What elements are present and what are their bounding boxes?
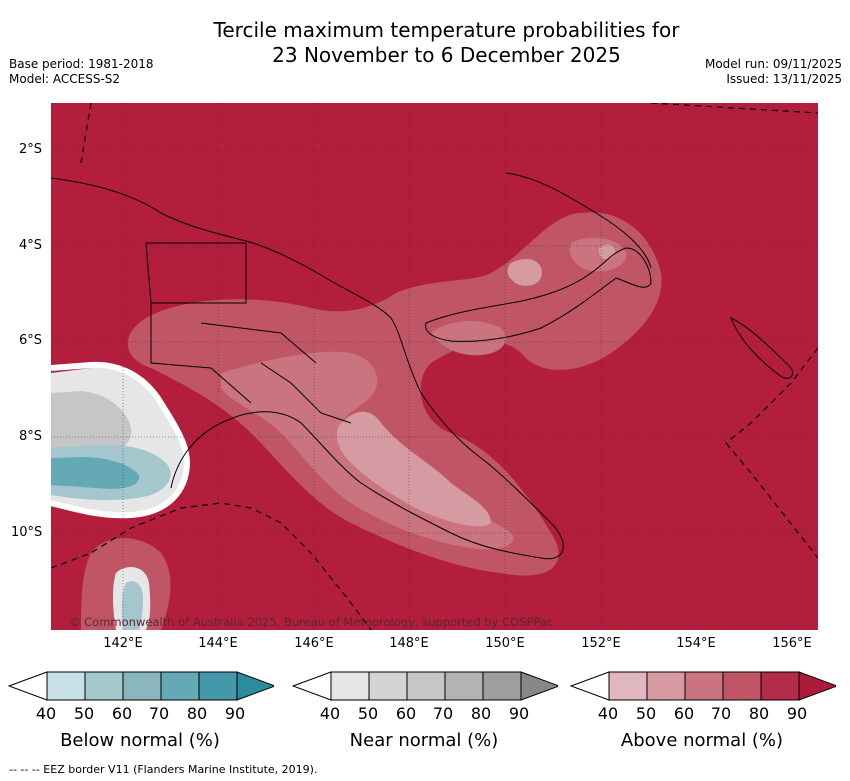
eez-east [725,347,818,559]
province-border-3 [260,362,352,424]
model-name: Model: ACCESS-S2 [9,72,121,86]
colorbar-segment-min [292,671,332,701]
meta-right: Model run: 09/11/2025 Issued: 13/11/2025 [705,57,842,87]
tick-label: 50 [357,704,379,723]
lat-label-4s: 4°S [19,238,43,253]
issued-date: Issued: 13/11/2025 [726,72,842,86]
tick-label: 80 [186,704,208,723]
colorbar-segment [444,671,484,701]
colorbar-segment [122,671,162,701]
colorbar-segment [160,671,200,701]
chart-title: Tercile maximum temperature probabilitie… [0,18,850,68]
tick-label: 40 [35,704,57,723]
lon-label-142e: 142°E [103,636,143,651]
colorbar-segment [760,671,800,701]
eez-borders [51,103,818,630]
lon-label-154e: 154°E [676,636,716,651]
colorbar-segment-min [8,671,48,701]
probability-map: © Commonwealth of Australia 2025, Bureau… [51,103,818,630]
colorbar-segment-max [520,671,558,701]
colorbar-segment-max [798,671,836,701]
colorbar-segment [608,671,648,701]
colorbar-segment [84,671,124,701]
colorbar-segment [482,671,522,701]
eez-footnote: -- -- -- EEZ border V11 (Flanders Marine… [9,763,318,776]
colorbar-segment [684,671,724,701]
above-60-band [127,212,662,576]
colorbar-segment [646,671,686,701]
meta-left: Base period: 1981-2018 Model: ACCESS-S2 [9,57,154,87]
above-50-band-north [431,237,627,356]
below-region-south [121,581,143,630]
province-border-1 [150,303,252,404]
lat-label-10s: 10°S [11,525,43,540]
model-run: Model run: 09/11/2025 [704,57,842,71]
tick-label: 70 [148,704,170,723]
colorbar-segment [330,671,370,701]
lon-label-150e: 150°E [485,636,525,651]
lat-label-2s: 2°S [19,142,43,157]
colorbar-segment-min [570,671,610,701]
colorbar-near-title: Near normal (%) [349,730,499,751]
colorbar-segment [198,671,238,701]
lon-label-152e: 152°E [581,636,621,651]
lon-label-156e: 156°E [772,636,812,651]
colorbar-below [8,671,274,701]
tick-label: 70 [710,704,732,723]
lat-label-8s: 8°S [19,429,43,444]
tick-label: 60 [395,704,417,723]
colorbar-below-title: Below normal (%) [60,730,220,751]
new-ireland-coast [505,172,652,269]
tick-label: 50 [73,704,95,723]
lon-label-146e: 146°E [294,636,334,651]
lon-label-144e: 144°E [198,636,238,651]
colorbar-segment-max [236,671,274,701]
tick-label: 90 [224,704,246,723]
province-border-2 [200,322,317,364]
colorbar-segment [46,671,86,701]
title-line-2: 23 November to 6 December 2025 [272,43,621,67]
tick-label: 80 [748,704,770,723]
colorbar-segment [406,671,446,701]
coastlines [51,172,794,560]
tick-label: 90 [786,704,808,723]
colorbar-segment [368,671,408,701]
title-line-1: Tercile maximum temperature probabilitie… [213,18,680,42]
new-guinea-coast [51,177,564,560]
colorbar-near [292,671,558,701]
tick-label: 50 [635,704,657,723]
colorbar-above-title: Above normal (%) [620,730,784,751]
eez-north [80,103,818,164]
lat-label-6s: 6°S [19,333,43,348]
eez-south-west [51,502,372,630]
tick-label: 40 [597,704,619,723]
colorbar-above [570,671,836,701]
graticule [51,103,818,630]
white-boundary-west [51,361,190,519]
tick-label: 60 [673,704,695,723]
new-britain-coast [425,247,652,342]
lon-label-148e: 148°E [389,636,429,651]
near-60-west [51,391,132,453]
tick-label: 90 [508,704,530,723]
colorbar-segment [722,671,762,701]
below-70-west [51,457,140,489]
bougainville-coast [730,316,794,379]
tick-label: 40 [319,704,341,723]
tick-label: 70 [432,704,454,723]
copyright-text: © Commonwealth of Australia 2025, Bureau… [69,615,553,629]
base-period: Base period: 1981-2018 [9,57,154,71]
border-pngi [145,242,247,304]
above-40-band [336,244,616,527]
tick-label: 80 [470,704,492,723]
tick-label: 60 [111,704,133,723]
